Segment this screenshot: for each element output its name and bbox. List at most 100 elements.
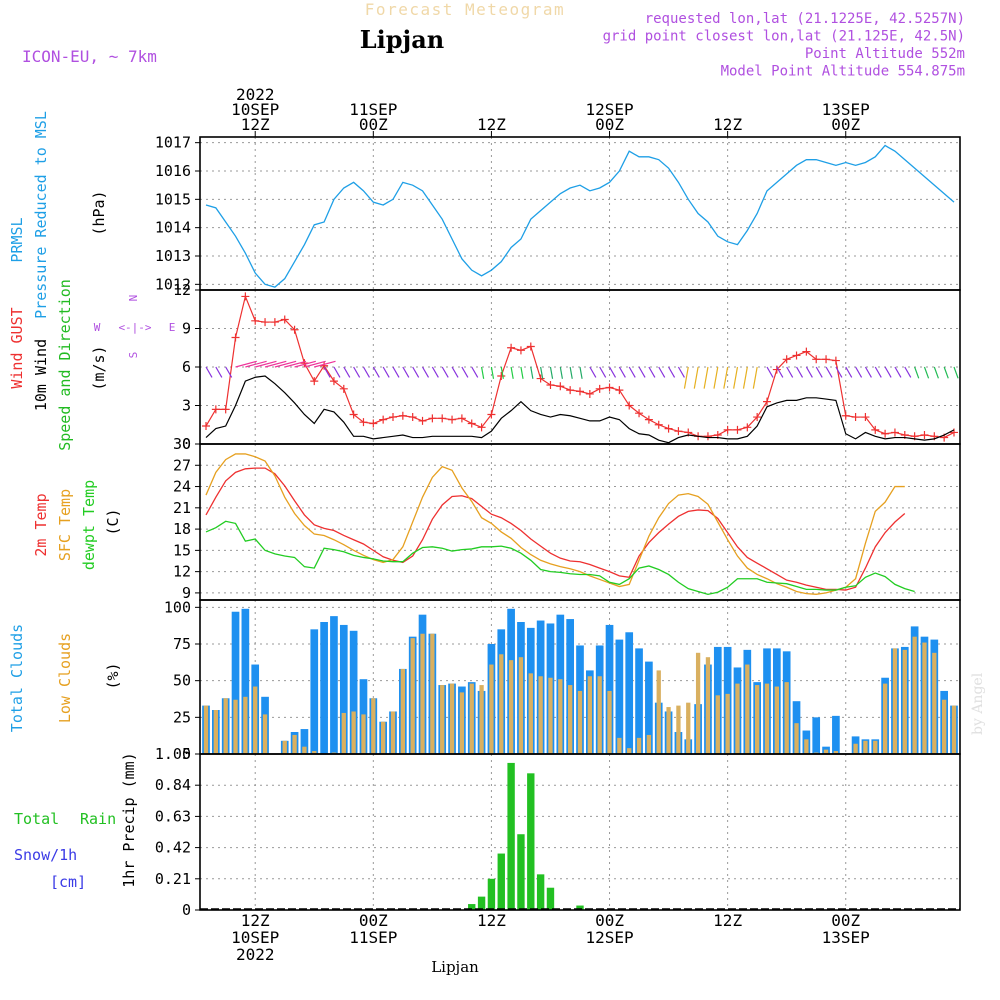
low-cloud-bar	[617, 737, 622, 754]
wind-direction-arrow	[323, 366, 331, 378]
footer-location: Lipjan	[431, 958, 479, 976]
top-time-label: 00Z	[831, 115, 860, 134]
low-cloud-bar	[882, 683, 888, 754]
wind-label: 10m Wind	[32, 339, 50, 411]
top-time-label: 10SEP	[231, 100, 279, 119]
compass-n: N	[127, 295, 140, 302]
wind-direction-arrow	[451, 366, 459, 378]
wind-direction-arrow	[382, 366, 390, 378]
total-clouds-label: Total Clouds	[8, 624, 26, 732]
low-cloud-bar	[627, 748, 632, 754]
bottom-time-label: 12Z	[713, 911, 742, 930]
wind-direction-arrow	[304, 360, 326, 368]
wind-direction-arrow	[752, 366, 758, 389]
wind-direction-arrow	[530, 366, 534, 379]
compass-w: W	[94, 321, 101, 334]
total-cloud-bar	[832, 715, 840, 754]
total-cloud-bar	[241, 608, 250, 754]
wind-direction-arrow	[933, 366, 939, 379]
wind-direction-arrow	[796, 366, 804, 378]
low-cloud-bar	[784, 682, 789, 754]
gust-marker	[310, 377, 319, 386]
wind-direction-arrow	[480, 366, 485, 379]
wind-direction-arrow	[245, 360, 267, 368]
low-cloud-bar	[951, 705, 957, 754]
low-cloud-bar	[587, 676, 592, 754]
gust-marker	[280, 315, 289, 324]
y-tick-label: 24	[173, 478, 191, 496]
gust-marker	[398, 411, 407, 420]
snow-unit: [cm]	[50, 873, 86, 891]
gust-marker	[890, 428, 899, 437]
low-cloud-bar	[804, 739, 809, 754]
panel-frame	[199, 753, 961, 911]
gust-marker	[585, 389, 594, 398]
y-tick-label: 1012	[155, 275, 191, 293]
temp-line-0	[205, 467, 906, 591]
wind-direction-arrow	[845, 366, 853, 378]
low-cloud-bar	[282, 740, 287, 754]
low-cloud-bar	[656, 670, 661, 754]
rain-bar	[546, 887, 555, 910]
compass-e: E	[169, 321, 176, 334]
top-time-label: 00Z	[359, 115, 388, 134]
bottom-time-label: 12Z	[477, 911, 506, 930]
y-tick-label: 12	[173, 281, 191, 299]
gust-marker	[448, 415, 457, 424]
wind-direction-arrow	[703, 366, 709, 389]
gust-marker	[753, 413, 762, 422]
wind-direction-arrow	[713, 366, 719, 389]
top-time-label: 12Z	[241, 115, 270, 134]
gust-marker	[595, 384, 604, 393]
wind-direction-arrow	[953, 366, 959, 379]
low-cloud-bar	[538, 676, 543, 754]
gust-marker	[438, 414, 447, 423]
total-cloud-bar	[339, 624, 348, 754]
low-cloud-bar	[292, 734, 297, 754]
panel-clouds: 0 25 50 75 100 Total Clouds Low Clouds (%)	[8, 598, 960, 763]
low-cloud-bar	[932, 652, 937, 754]
wind-direction-arrow	[805, 366, 813, 378]
wind-direction-arrow	[943, 366, 949, 379]
total-cloud-bar	[812, 717, 821, 754]
wind-direction-arrow	[294, 360, 316, 368]
top-time-label: 13SEP	[822, 100, 870, 119]
location-title: Lipjan	[360, 25, 444, 54]
wind-direction-arrow	[540, 366, 544, 379]
gust-marker	[389, 413, 397, 422]
y-tick-label: 30	[173, 435, 191, 453]
wind-direction-arrow	[392, 366, 400, 378]
wind-direction-arrow	[372, 366, 380, 378]
temp-line-1	[205, 453, 905, 595]
wind-direction-arrow	[776, 366, 784, 378]
temp-label-dewpt: dewpt Temp	[80, 480, 98, 570]
low-cloud-bar	[420, 633, 425, 754]
clouds-unit: (%)	[104, 662, 122, 689]
gust-marker	[457, 414, 466, 423]
gust-marker	[625, 401, 634, 410]
low-clouds-label: Low Clouds	[56, 633, 74, 723]
wind-direction-arrow	[825, 366, 833, 378]
temp-label-sfc: SFC Temp	[56, 489, 74, 561]
low-cloud-bar	[203, 705, 209, 754]
low-cloud-bar	[558, 679, 563, 754]
wind-direction-arrow	[677, 366, 685, 378]
snow-label: Snow/1h	[14, 846, 77, 864]
y-tick-label: 0	[182, 901, 191, 919]
wind-direction-arrow	[284, 360, 307, 368]
gust-marker	[467, 419, 476, 428]
low-cloud-bar	[774, 686, 779, 754]
total-cloud-bar	[320, 622, 328, 754]
panel-wind: 0 3 6 9 12 Wind GUST 10m Wind Speed and Directi…	[8, 279, 960, 453]
total-cloud-bar	[330, 616, 338, 754]
gust-marker	[566, 386, 575, 395]
model-label: ICON-EU, ~ 7km	[22, 47, 157, 66]
gust-marker	[369, 419, 378, 428]
low-cloud-bar	[853, 743, 858, 754]
rain-bar	[497, 853, 505, 910]
low-cloud-bar	[646, 734, 652, 754]
wind-direction-arrow	[431, 366, 439, 378]
gust-marker	[418, 416, 427, 425]
gust-marker	[507, 343, 516, 352]
bottom-time-label: 13SEP	[822, 928, 870, 947]
